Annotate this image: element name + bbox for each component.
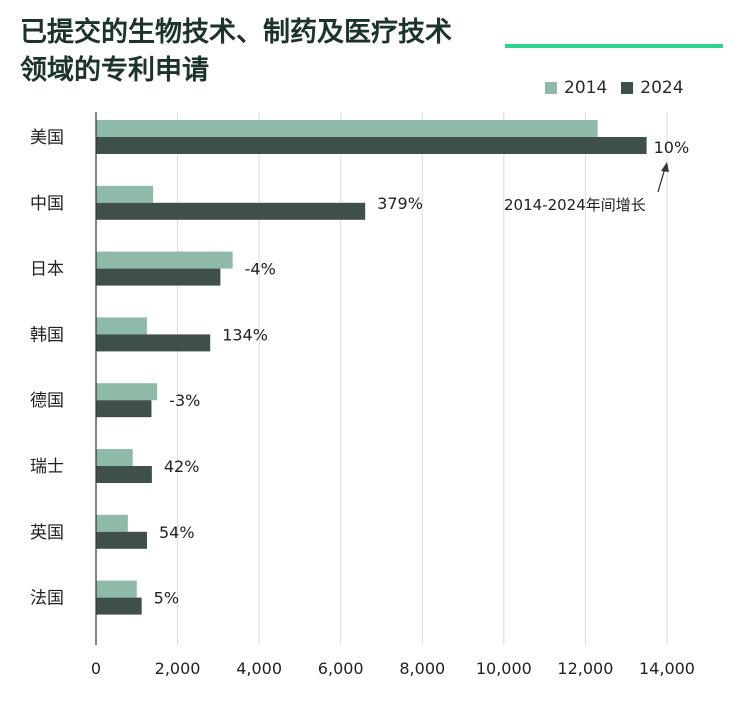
category-label: 英国	[30, 523, 64, 543]
bar-2024	[96, 466, 152, 483]
bar-2014	[96, 185, 154, 203]
annotation-arrow-line	[657, 167, 666, 193]
legend-item-2014: 2014	[545, 78, 607, 98]
growth-label: 10%	[654, 138, 690, 157]
growth-label: 5%	[154, 589, 179, 608]
accent-line	[505, 44, 723, 48]
legend-swatch-2024	[621, 82, 634, 94]
x-tick-label: 12,000	[557, 659, 613, 678]
category-label: 瑞士	[30, 457, 64, 477]
bar-2024	[96, 268, 221, 286]
category-label: 德国	[30, 391, 64, 411]
growth-label: 379%	[377, 194, 423, 213]
title-line-1: 已提交的生物技术、制药及医疗技术	[20, 17, 452, 48]
x-tick-label: 0	[91, 659, 101, 678]
x-tick-label: 10,000	[476, 659, 532, 678]
legend-label-2024: 2024	[640, 78, 684, 98]
bar-2024	[96, 531, 147, 549]
bar-2024	[96, 597, 142, 615]
bar-2024	[96, 400, 152, 418]
category-label: 美国	[30, 128, 64, 148]
bar-2014	[96, 317, 147, 335]
growth-label: 54%	[159, 523, 195, 542]
bar-2014	[96, 251, 233, 269]
bar-2024	[96, 137, 647, 154]
growth-label: -4%	[245, 260, 276, 279]
legend-swatch-2014	[545, 82, 557, 94]
category-label: 中国	[30, 194, 64, 214]
bar-2024	[96, 202, 366, 220]
annotation-arrow-head	[661, 162, 669, 172]
category-label: 法国	[30, 589, 64, 609]
legend: 2014 2024	[545, 78, 684, 98]
bar-2014	[96, 383, 158, 401]
bar-2024	[96, 334, 211, 352]
x-tick-label: 2,000	[155, 659, 201, 678]
growth-label: 134%	[222, 325, 268, 344]
growth-label: -3%	[169, 391, 200, 410]
chart-title: 已提交的生物技术、制药及医疗技术 领域的专利申请	[20, 14, 452, 90]
x-tick-label: 14,000	[639, 659, 695, 678]
category-label: 日本	[30, 260, 64, 280]
bar-2014	[96, 449, 133, 466]
bar-2014	[96, 514, 128, 532]
legend-item-2024: 2024	[621, 78, 684, 98]
x-tick-label: 4,000	[236, 659, 282, 678]
category-label: 韩国	[30, 325, 64, 345]
title-line-2: 领域的专利申请	[20, 55, 209, 86]
bar-2014	[96, 580, 137, 598]
growth-label: 42%	[164, 457, 200, 476]
x-tick-label: 8,000	[399, 659, 445, 678]
legend-label-2014: 2014	[564, 78, 608, 98]
x-tick-label: 6,000	[318, 659, 364, 678]
bar-2014	[96, 120, 598, 137]
growth-annotation: 2014-2024年间增长	[504, 196, 646, 214]
